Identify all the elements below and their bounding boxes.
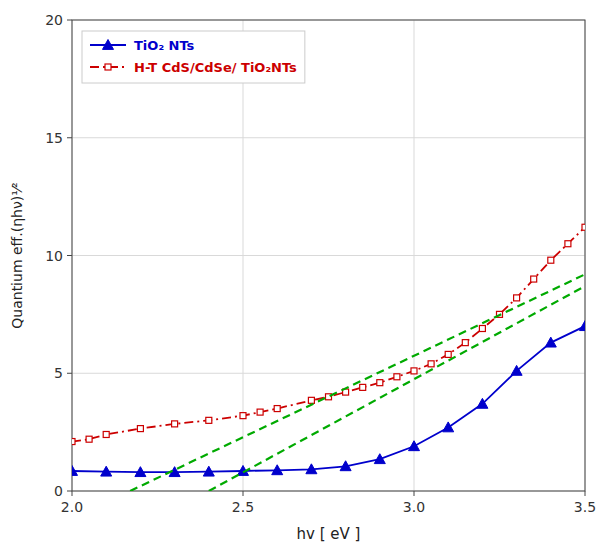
axes: 2.0 2.5 3.0 3.5 0 5 10 15 20 bbox=[45, 12, 596, 515]
tick-mark bbox=[72, 491, 73, 496]
tick-label: 2.0 bbox=[61, 499, 83, 515]
tick-mark bbox=[243, 491, 244, 496]
series bbox=[130, 274, 585, 491]
point bbox=[272, 465, 283, 475]
point bbox=[511, 365, 522, 375]
y-axis-label: Quantium eff.(ηhν)¹⁄² bbox=[9, 182, 25, 328]
point bbox=[582, 224, 585, 230]
point bbox=[240, 413, 246, 419]
legend-label: H-T CdS/CdSe/ TiO₂NTs bbox=[134, 60, 297, 75]
point bbox=[72, 465, 78, 475]
legend: TiO₂ NTs H-T CdS/CdSe/ TiO₂NTs bbox=[82, 31, 305, 83]
point bbox=[377, 380, 383, 386]
tick-mark bbox=[67, 137, 72, 138]
point bbox=[103, 431, 109, 437]
fit-line bbox=[130, 274, 585, 491]
point bbox=[409, 441, 420, 451]
point bbox=[411, 368, 417, 374]
series-line bbox=[72, 227, 585, 441]
point bbox=[135, 467, 146, 477]
point bbox=[206, 417, 212, 423]
point bbox=[360, 384, 366, 390]
tick-label: 0 bbox=[54, 483, 63, 499]
series bbox=[72, 224, 585, 444]
tick-mark bbox=[67, 255, 72, 256]
tick-label: 2.5 bbox=[232, 499, 254, 515]
point bbox=[172, 421, 178, 427]
point bbox=[257, 409, 263, 415]
point bbox=[72, 439, 75, 445]
legend-label: TiO₂ NTs bbox=[134, 38, 195, 53]
tick-label: 3.0 bbox=[403, 499, 425, 515]
point bbox=[477, 398, 488, 408]
fit-line bbox=[209, 286, 585, 491]
tick-label: 20 bbox=[45, 12, 63, 28]
point bbox=[531, 276, 537, 282]
point bbox=[428, 361, 434, 367]
grid-line bbox=[72, 137, 585, 138]
legend-marker bbox=[103, 40, 114, 50]
legend-marker bbox=[105, 64, 111, 70]
legend-box bbox=[82, 31, 305, 83]
point bbox=[203, 466, 214, 476]
point bbox=[308, 397, 314, 403]
point bbox=[443, 422, 454, 432]
series bbox=[72, 321, 585, 477]
point bbox=[462, 340, 468, 346]
point bbox=[306, 464, 317, 474]
point bbox=[545, 337, 556, 347]
chart: 2.0 2.5 3.0 3.5 0 5 10 15 20 hv [ eV ] Quantium ef… bbox=[0, 0, 605, 553]
tick-label: 3.5 bbox=[574, 499, 596, 515]
point bbox=[274, 406, 280, 412]
grid-line bbox=[72, 373, 585, 374]
tick-label: 15 bbox=[45, 130, 63, 146]
data bbox=[72, 224, 585, 491]
tick-mark bbox=[585, 491, 586, 496]
point bbox=[479, 326, 485, 332]
plot-background bbox=[72, 20, 585, 491]
point bbox=[445, 351, 451, 357]
tick-mark bbox=[414, 491, 415, 496]
point bbox=[374, 454, 385, 464]
point bbox=[565, 241, 571, 247]
tick-mark bbox=[67, 20, 72, 21]
point bbox=[548, 257, 554, 263]
point bbox=[101, 466, 112, 476]
series-line bbox=[72, 326, 585, 472]
point bbox=[86, 436, 92, 442]
tick-mark bbox=[67, 491, 72, 492]
tick-label: 5 bbox=[54, 365, 63, 381]
point bbox=[580, 321, 586, 331]
plot-frame bbox=[72, 20, 585, 491]
tick-mark bbox=[67, 373, 72, 374]
grid bbox=[72, 20, 585, 491]
point bbox=[137, 426, 143, 432]
point bbox=[514, 295, 520, 301]
point bbox=[340, 461, 351, 471]
grid-line bbox=[72, 255, 585, 256]
series bbox=[209, 286, 585, 491]
x-axis-label: hv [ eV ] bbox=[297, 525, 361, 543]
tick-label: 10 bbox=[45, 248, 63, 264]
point bbox=[394, 374, 400, 380]
